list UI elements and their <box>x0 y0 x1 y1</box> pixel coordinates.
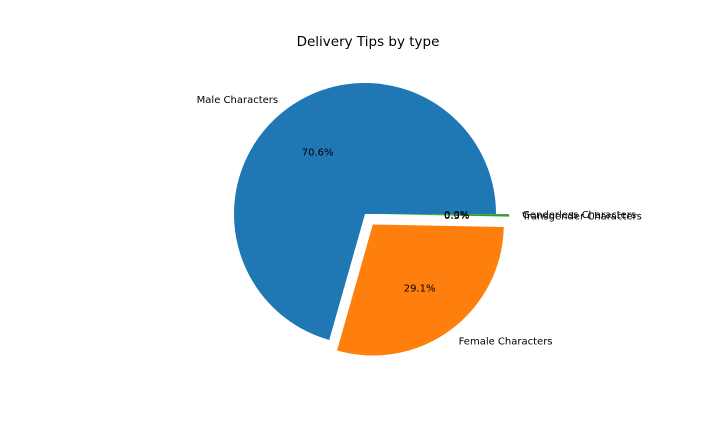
category-label-transgender-characters: Transgender Characters <box>521 211 642 222</box>
percent-label-male-characters: 70.6% <box>302 147 334 158</box>
pie-slices <box>234 83 510 356</box>
chart-title: Delivery Tips by type <box>297 34 440 50</box>
percent-label-female-characters: 29.1% <box>404 284 436 295</box>
percent-labels: 70.6% 29.1% 0.3%0.0% <box>302 147 470 294</box>
pie-slice-transgender-characters <box>378 214 510 217</box>
category-label-genderless-characters: Genderless Characters <box>522 210 636 221</box>
pie-slice-male-characters <box>234 83 497 341</box>
percent-label-transgender-characters: 0.3% <box>444 211 469 222</box>
pie-slice-female-characters <box>337 224 504 356</box>
category-label-female-characters: Female Characters <box>459 336 553 347</box>
percent-label-genderless-characters: 0.0% <box>444 210 469 221</box>
category-labels: Male Characters Female Characters Transgen… <box>197 95 642 347</box>
category-label-male-characters: Male Characters <box>197 95 278 106</box>
